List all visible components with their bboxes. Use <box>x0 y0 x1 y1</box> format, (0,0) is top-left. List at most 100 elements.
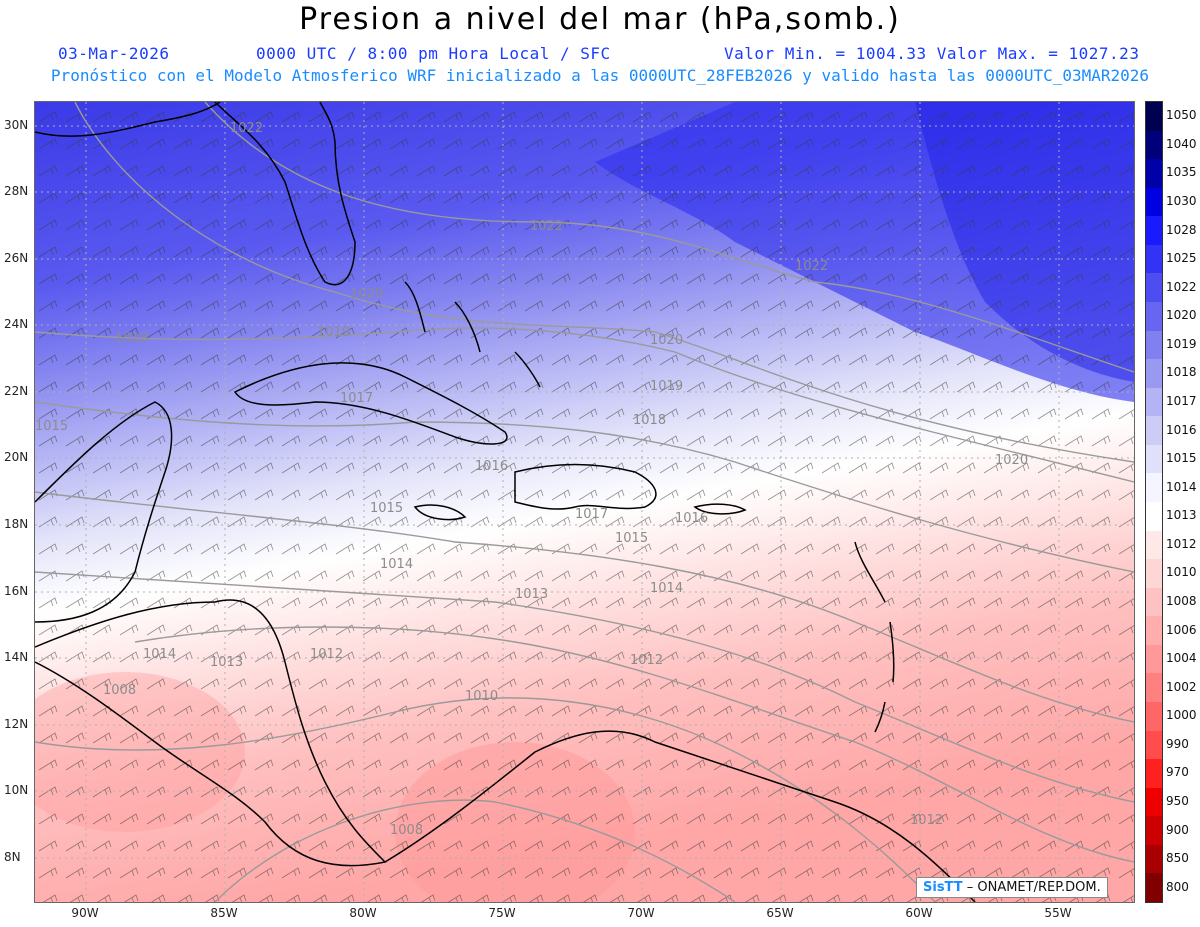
valid-date: 03-Mar-2026 <box>58 44 170 63</box>
map-title: Presion a nivel del mar (hPa,somb.) <box>299 2 901 37</box>
colorbar-label: 1008 <box>1166 594 1197 608</box>
colorbar-segment <box>1146 616 1162 646</box>
colorbar-segment <box>1146 302 1162 332</box>
colorbar-segment <box>1146 759 1162 789</box>
colorbar-segment <box>1146 102 1162 132</box>
lat-label: 30N <box>4 118 29 132</box>
isobar-label: 1013 <box>515 587 548 602</box>
isobar-label: 1019 <box>650 379 683 394</box>
colorbar-segment <box>1146 473 1162 503</box>
forecast-info: Pronóstico con el Modelo Atmosferico WRF… <box>50 66 1150 85</box>
isobar-label: 1020 <box>350 287 383 302</box>
isobar-label: 1012 <box>310 647 343 662</box>
isobar-label: 1012 <box>630 653 663 668</box>
lon-label: 75W <box>488 906 516 920</box>
colorbar-label: 1025 <box>1166 251 1197 266</box>
colorbar-label: 850 <box>1166 851 1189 866</box>
colorbar-label: 1010 <box>1166 565 1197 580</box>
colorbar-label: 970 <box>1166 765 1189 780</box>
isobar-label: 1022 <box>230 121 263 136</box>
brand-logo: SisTT <box>923 880 963 895</box>
colorbar-label: 1017 <box>1166 394 1197 408</box>
time-info: 0000 UTC / 8:00 pm Hora Local / SFC <box>256 44 611 63</box>
colorbar-segment <box>1146 844 1162 874</box>
colorbar-segment <box>1146 702 1162 732</box>
colorbar-label: 900 <box>1166 822 1189 837</box>
min-max-values: Valor Min. = 1004.33 Valor Max. = 1027.2… <box>724 44 1140 63</box>
isobar-label: 1014 <box>380 557 413 572</box>
colorbar-segment <box>1146 530 1162 560</box>
colorbar <box>1145 101 1163 903</box>
lon-label: 90W <box>71 906 99 920</box>
colorbar-segment <box>1146 387 1162 417</box>
isobar-label: 1018 <box>115 331 148 346</box>
colorbar-label: 1028 <box>1166 222 1197 237</box>
lat-label: 18N <box>4 517 29 531</box>
lon-label: 85W <box>210 906 238 920</box>
isobar-label: 1010 <box>465 689 498 704</box>
colorbar-label: 1030 <box>1166 194 1197 208</box>
isobar-label: 1016 <box>675 511 708 526</box>
isobar-label: 1020 <box>650 333 683 348</box>
colorbar-label: 1040 <box>1166 136 1197 151</box>
credit-text: – ONAMET/REP.DOM. <box>966 880 1101 895</box>
colorbar-label: 1050 <box>1166 108 1197 123</box>
colorbar-segment <box>1146 559 1162 589</box>
lat-label: 8N <box>4 850 21 864</box>
colorbar-segment <box>1146 502 1162 532</box>
lat-label: 26N <box>4 251 29 265</box>
lat-label: 14N <box>4 650 29 664</box>
isobar-label: 1017 <box>340 391 373 406</box>
isobar-label: 1014 <box>650 581 683 596</box>
lon-label: 55W <box>1044 906 1072 920</box>
colorbar-label: 1013 <box>1166 508 1197 523</box>
colorbar-label: 1015 <box>1166 451 1197 466</box>
colorbar-label: 1000 <box>1166 708 1197 723</box>
isobar-label: 1020 <box>995 453 1028 468</box>
isobar-label: 1016 <box>475 459 508 474</box>
isobar-label: 1015 <box>615 531 648 546</box>
colorbar-segment <box>1146 816 1162 846</box>
colorbar-segment <box>1146 244 1162 274</box>
isobar-label: 1018 <box>633 413 666 428</box>
colorbar-label: 1020 <box>1166 308 1197 323</box>
colorbar-label: 800 <box>1166 879 1189 894</box>
colorbar-segment <box>1146 330 1162 360</box>
colorbar-label: 1012 <box>1166 536 1197 551</box>
colorbar-label: 1006 <box>1166 622 1197 637</box>
lat-label: 16N <box>4 584 29 598</box>
lon-label: 60W <box>905 906 933 920</box>
lat-label: 10N <box>4 783 29 797</box>
colorbar-segment <box>1146 587 1162 617</box>
colorbar-label: 990 <box>1166 736 1189 751</box>
isobar-label: 1008 <box>390 823 423 838</box>
isobar-label: 1022 <box>530 219 563 234</box>
colorbar-label: 1016 <box>1166 422 1197 437</box>
lon-label: 65W <box>766 906 794 920</box>
colorbar-segment <box>1146 130 1162 160</box>
lat-label: 20N <box>4 450 29 464</box>
lat-label: 24N <box>4 317 29 331</box>
isobar-label: 1013 <box>210 655 243 670</box>
pressure-map: 1022 1022 1022 1020 1020 1020 1019 1019 … <box>34 101 1135 903</box>
colorbar-segment <box>1146 159 1162 189</box>
colorbar-label: 950 <box>1166 794 1189 808</box>
colorbar-label: 1035 <box>1166 165 1197 180</box>
colorbar-label: 1014 <box>1166 479 1197 494</box>
lat-label: 22N <box>4 384 29 398</box>
credit-box: SisTT – ONAMET/REP.DOM. <box>916 877 1108 898</box>
colorbar-segment <box>1146 187 1162 217</box>
lat-label: 12N <box>4 717 29 731</box>
colorbar-label: 1022 <box>1166 279 1197 294</box>
lon-label: 70W <box>627 906 655 920</box>
colorbar-label: 1002 <box>1166 679 1197 694</box>
colorbar-label: 1019 <box>1166 336 1197 351</box>
colorbar-label: 1004 <box>1166 651 1197 666</box>
colorbar-segment <box>1146 787 1162 817</box>
isobar-label: 1014 <box>143 647 176 662</box>
colorbar-segment <box>1146 444 1162 474</box>
colorbar-segment <box>1146 730 1162 760</box>
isobar-label: 1015 <box>370 501 403 516</box>
colorbar-segment <box>1146 644 1162 674</box>
lon-label: 80W <box>349 906 377 920</box>
